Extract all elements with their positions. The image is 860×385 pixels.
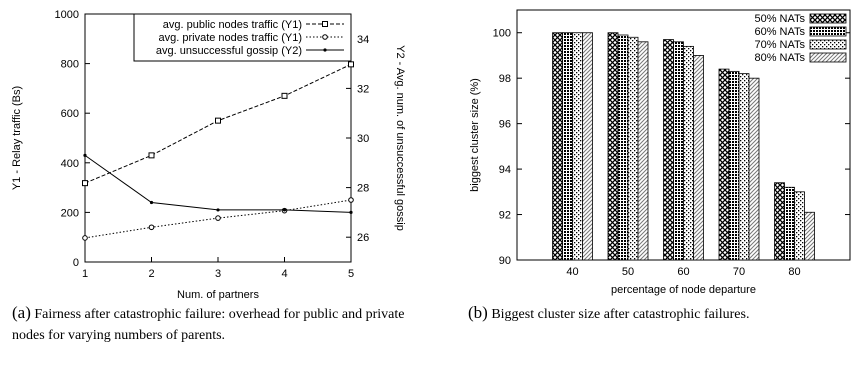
- data-point: [82, 180, 88, 187]
- bar: [718, 68, 730, 261]
- bar: [663, 39, 674, 261]
- legend-swatch: [809, 13, 847, 24]
- data-point: [149, 200, 154, 205]
- x-tick-label: 3: [215, 268, 221, 280]
- x-tick-label: 70: [733, 266, 745, 278]
- cluster-size-bar-chart: 90 92 94 96 98 100 40 50 60 70 80 percentage of nod…: [469, 9, 851, 296]
- bar: [627, 36, 639, 261]
- legend-marker: [322, 34, 328, 40]
- series-line: [84, 154, 352, 213]
- bar: [784, 186, 795, 261]
- data-point: [281, 92, 288, 99]
- y-axis-label: biggest cluster size (%): [469, 78, 481, 192]
- y2-tick-label: 34: [357, 34, 369, 46]
- caption-a: (a) Fairness after catastrophic failure:…: [12, 302, 422, 346]
- x-axis-label: Num. of partners: [177, 289, 259, 301]
- caption-b: (b) Biggest cluster size after catastrop…: [468, 302, 853, 325]
- legend-label: 50% NATs: [754, 13, 805, 25]
- legend-label: avg. unsuccessful gossip (Y2): [156, 45, 302, 57]
- legend-marker: [323, 48, 327, 52]
- bar: [794, 191, 805, 261]
- bar: [693, 55, 704, 261]
- y2-axis-label: Y2 - Avg. num. of unsuccessful gossip: [394, 45, 406, 231]
- y-tick-label: 94: [499, 164, 511, 176]
- caption-a-label: (a): [12, 303, 31, 322]
- bar: [582, 32, 593, 261]
- bar: [617, 34, 629, 261]
- data-point: [348, 197, 354, 203]
- legend-label: 60% NATs: [754, 26, 805, 38]
- bar: [637, 41, 649, 261]
- series-line: [84, 63, 352, 184]
- bar: [673, 41, 684, 261]
- data-point: [216, 208, 220, 212]
- bar: [562, 32, 573, 261]
- y1-tick-label: 200: [61, 207, 79, 219]
- y1-axis-label: Y1 - Relay traffic (Bs): [11, 86, 23, 190]
- y1-tick-label: 800: [61, 59, 79, 71]
- legend-label: 80% NATs: [754, 52, 805, 64]
- bar: [552, 32, 563, 261]
- bar: [774, 182, 785, 261]
- bar: [683, 45, 694, 261]
- legend-marker: [322, 21, 328, 27]
- y-tick-label: 90: [499, 255, 511, 267]
- data-point: [148, 152, 155, 159]
- x-tick-label: 60: [677, 266, 689, 278]
- bar: [572, 32, 583, 261]
- data-point: [282, 208, 287, 212]
- x-axis-label: percentage of node departure: [611, 284, 756, 296]
- data-point: [349, 210, 353, 214]
- caption-a-text: Fairness after catastrophic failure: ove…: [12, 307, 405, 343]
- data-point: [215, 117, 221, 124]
- x-tick-label: 1: [82, 268, 88, 280]
- data-point: [83, 153, 87, 157]
- legend-swatch: [809, 26, 847, 37]
- y-tick-label: 92: [499, 210, 511, 222]
- y2-tick-label: 26: [357, 232, 369, 244]
- legend-label: avg. private nodes traffic (Y1): [159, 32, 302, 44]
- bar: [804, 211, 815, 261]
- y1-tick-label: 0: [73, 257, 79, 269]
- x-tick-label: 5: [348, 268, 354, 280]
- x-tick-label: 50: [622, 266, 634, 278]
- bar: [748, 77, 760, 261]
- legend-label: 70% NATs: [754, 39, 805, 51]
- bar: [728, 70, 740, 261]
- data-point: [348, 61, 354, 68]
- data-point: [148, 224, 155, 231]
- y2-tick-label: 32: [357, 83, 369, 95]
- x-tick-label: 80: [788, 266, 800, 278]
- y1-tick-label: 1000: [55, 9, 79, 21]
- y2-tick-label: 28: [357, 183, 369, 195]
- y1-tick-label: 600: [61, 108, 79, 120]
- legend-box: [133, 13, 352, 62]
- legend-swatch: [809, 52, 847, 63]
- legend-label: avg. public nodes traffic (Y1): [163, 19, 302, 31]
- data-point: [82, 235, 88, 241]
- caption-b-text: Biggest cluster size after catastrophic …: [491, 307, 750, 322]
- x-tick-label: 4: [281, 268, 287, 280]
- y-tick-label: 100: [493, 28, 511, 40]
- bar: [738, 73, 750, 261]
- y-tick-label: 96: [499, 119, 511, 131]
- data-point: [215, 215, 221, 221]
- caption-b-label: (b): [468, 303, 488, 322]
- y2-tick-label: 30: [357, 133, 369, 145]
- y1-tick-label: 400: [61, 158, 79, 170]
- y-tick-label: 98: [499, 73, 511, 85]
- legend-swatch: [809, 39, 847, 50]
- bar: [607, 32, 619, 261]
- x-tick-label: 40: [566, 266, 578, 278]
- x-tick-label: 2: [148, 268, 154, 280]
